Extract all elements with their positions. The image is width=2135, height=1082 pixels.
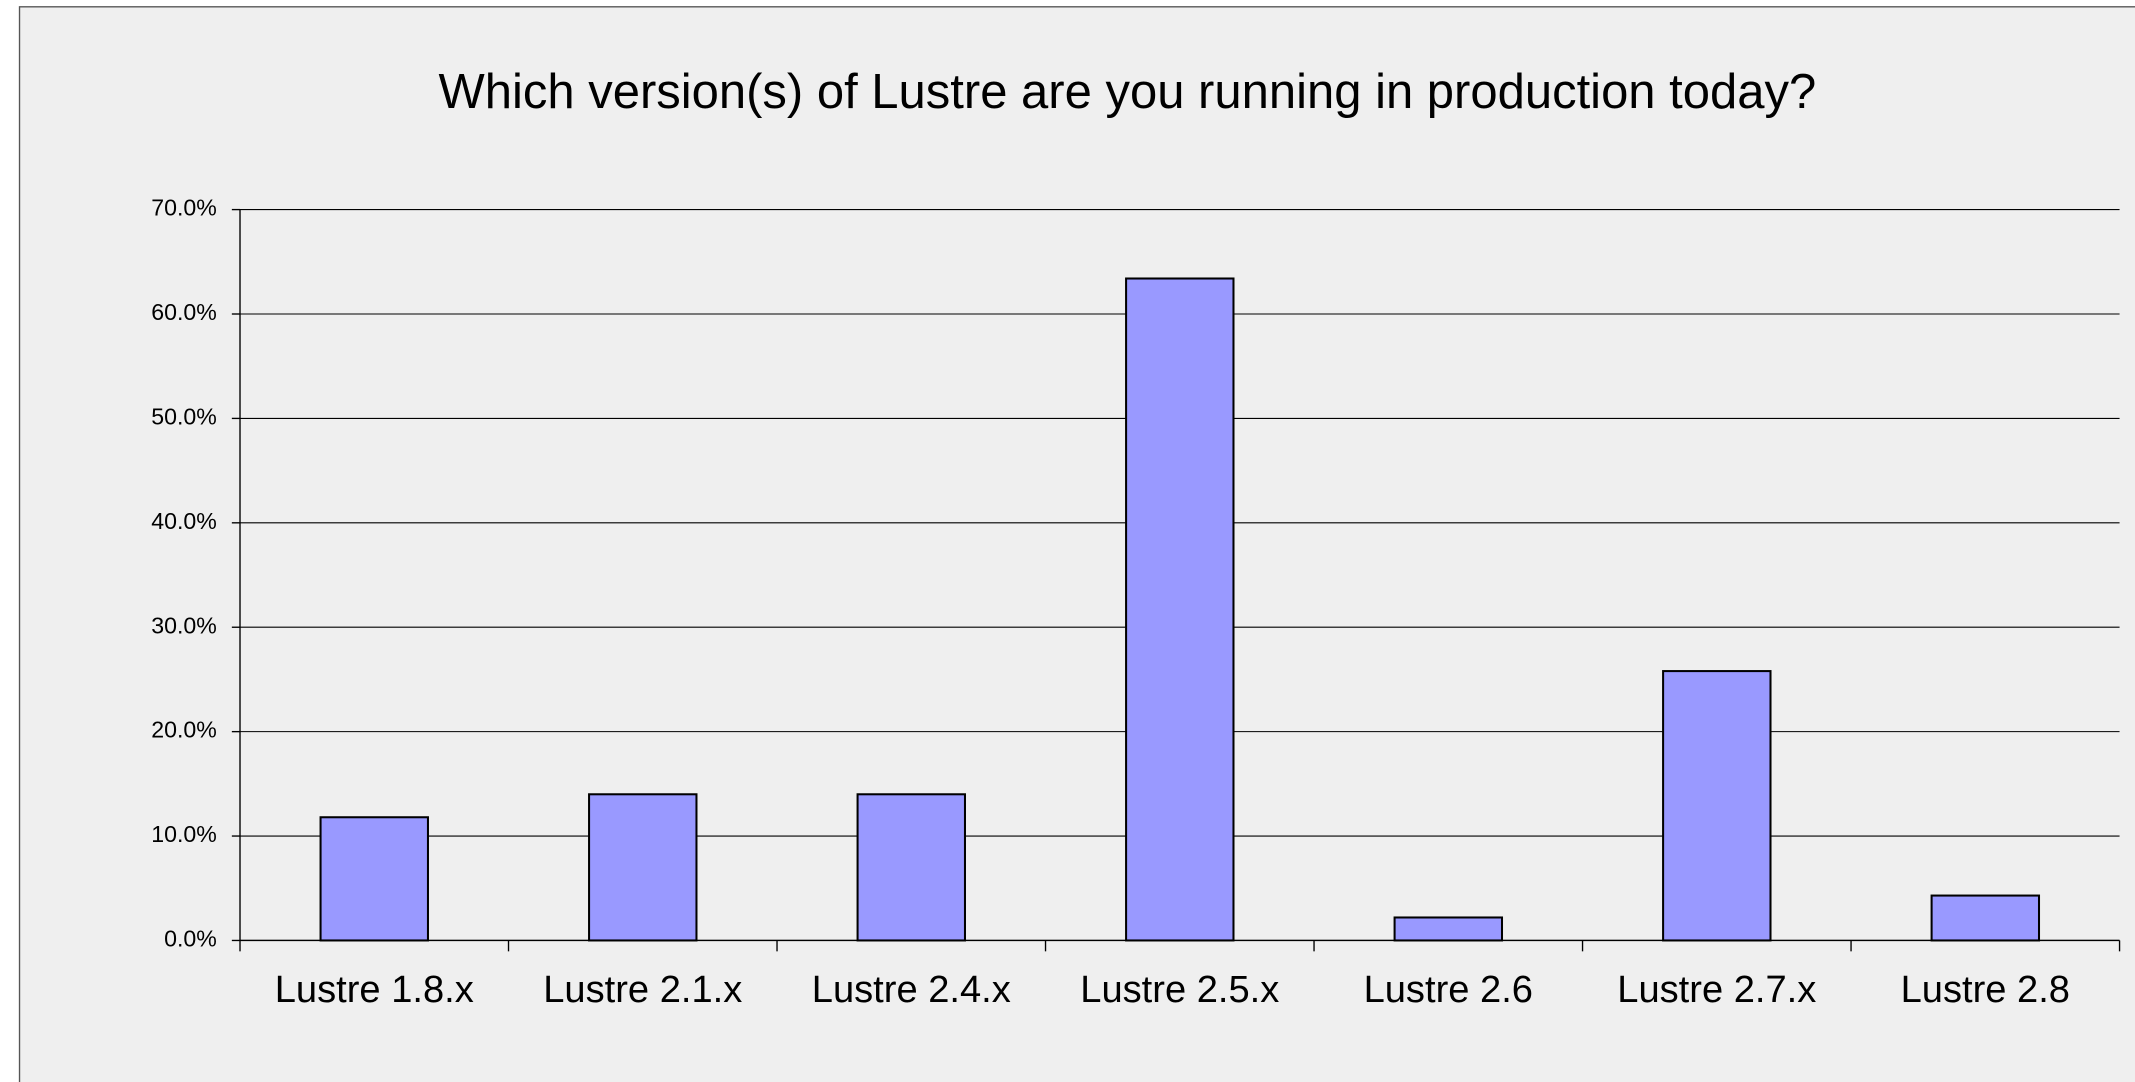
x-tick-label: Lustre 2.4.x <box>812 969 1011 1011</box>
y-tick-label: 20.0% <box>151 717 217 743</box>
bar <box>1125 277 1235 942</box>
x-tick-label: Lustre 1.8.x <box>275 969 474 1011</box>
y-tick-label: 70.0% <box>151 195 217 221</box>
bar <box>1662 670 1772 942</box>
y-tick-label: 10.0% <box>151 821 217 847</box>
y-tick-label: 0.0% <box>164 926 217 952</box>
x-tick-label: Lustre 2.5.x <box>1080 969 1279 1011</box>
bar <box>1930 894 2041 942</box>
bar <box>319 816 429 942</box>
x-tick-label: Lustre 2.1.x <box>543 969 742 1011</box>
y-tick-label: 40.0% <box>151 508 217 534</box>
x-tick-label: Lustre 2.6 <box>1364 969 1533 1011</box>
bar <box>1393 916 1504 942</box>
x-tick-label: Lustre 2.7.x <box>1617 969 1816 1011</box>
y-tick-label: 30.0% <box>151 612 217 638</box>
chart-title: Which version(s) of Lustre are you runni… <box>439 65 1817 119</box>
x-tick-label: Lustre 2.8 <box>1901 969 2070 1011</box>
y-tick-label: 50.0% <box>151 404 217 430</box>
bar <box>856 793 966 942</box>
bar <box>588 793 698 942</box>
y-tick-label: 60.0% <box>151 299 217 325</box>
